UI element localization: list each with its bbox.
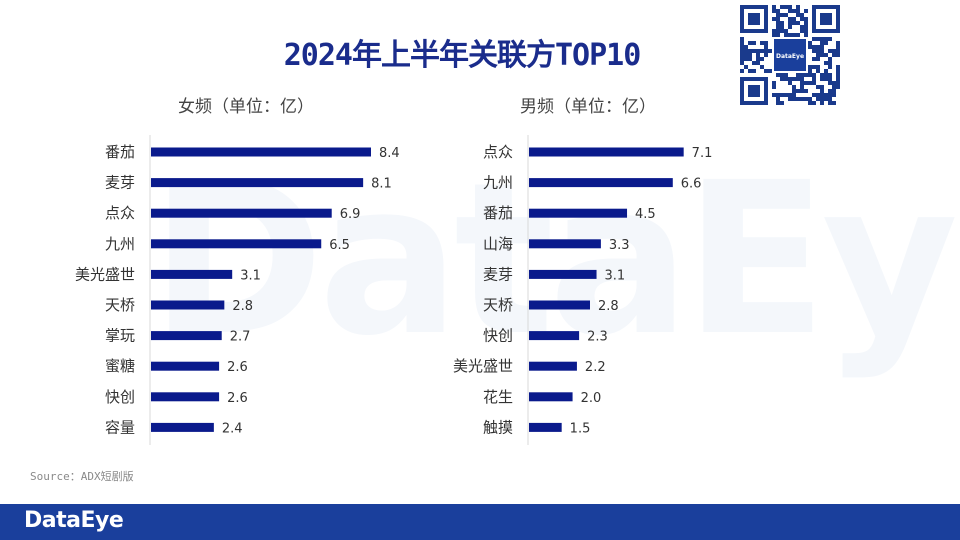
male-bar [529,331,580,341]
male-bar [529,147,684,157]
female-category-label: 点众 [105,204,135,222]
male-category-label: 九州 [483,174,513,192]
female-bar [151,178,364,188]
female-category-label: 掌玩 [105,327,135,345]
watermark-logo: DataEye [150,137,960,382]
male-value-label: 2.8 [598,299,619,314]
female-value-label: 2.7 [230,330,251,345]
male-value-label: 2.3 [587,330,608,345]
page-title: 2024年上半年关联方TOP10 [283,38,642,73]
qr-code: DataEye [740,5,840,105]
female-bar [151,422,214,432]
female-category-label: 容量 [105,418,135,436]
qr-code-image: DataEye [740,5,840,105]
female-bar [151,239,322,249]
female-chart-title: 女频（单位：亿） [178,97,314,117]
male-category-label: 快创 [483,327,513,345]
qr-finder-pattern [740,77,768,105]
female-category-label: 麦芽 [105,174,135,192]
male-bar [529,208,628,218]
male-value-label: 4.5 [635,207,656,222]
source-note: Source：ADX短剧版 [30,470,134,483]
footer-logo: DataEye [24,508,124,533]
male-category-label: 麦芽 [483,265,513,283]
qr-pattern [740,5,840,105]
male-bar [529,422,562,432]
male-value-label: 7.1 [692,146,713,161]
female-value-label: 2.4 [222,421,243,436]
male-value-label: 3.3 [609,238,630,253]
female-category-label: 美光盛世 [75,265,135,283]
male-value-label: 1.5 [570,421,591,436]
female-category-label: 九州 [105,235,135,253]
female-category-label: 蜜糖 [105,357,135,375]
male-category-label: 触摸 [483,418,513,436]
male-bar [529,361,577,371]
female-bar [151,361,220,371]
male-bar [529,300,590,310]
male-category-label: 山海 [483,235,513,253]
male-bar [529,178,673,188]
male-category-label: 点众 [483,143,513,161]
female-bar [151,269,233,279]
female-value-label: 3.1 [240,268,261,283]
male-bar [529,269,597,279]
female-value-label: 8.1 [371,177,392,192]
female-bar [151,331,222,341]
female-value-label: 2.6 [227,391,248,406]
female-bar [151,300,225,310]
female-value-label: 2.8 [232,299,253,314]
female-bar [151,147,371,157]
female-value-label: 8.4 [379,146,400,161]
female-category-label: 番茄 [105,143,135,161]
footer-bar: DataEye [0,504,960,540]
male-value-label: 2.2 [585,360,606,375]
male-bar [529,392,573,402]
male-category-label: 花生 [483,388,513,406]
female-value-label: 6.5 [329,238,350,253]
female-value-label: 6.9 [340,207,361,222]
male-category-label: 美光盛世 [453,357,513,375]
male-bar [529,239,601,249]
female-category-label: 快创 [105,388,135,406]
female-category-label: 天桥 [105,296,135,314]
male-bar-chart: 点众 7.1 九州 6.6 番茄 4.5 山海 3.3 麦芽 3.1 天桥 2.8 快创 2.3 美光盛世 2… [453,135,713,445]
qr-finder-pattern [812,5,840,33]
male-category-label: 天桥 [483,296,513,314]
male-value-label: 6.6 [681,177,702,192]
qr-finder-pattern [740,5,768,33]
male-chart-title: 男频（单位：亿） [520,97,656,117]
female-bar [151,208,332,218]
male-value-label: 3.1 [605,268,626,283]
qr-center-logo [774,39,806,71]
female-bar [151,392,220,402]
qr-center-label: DataEye [776,53,804,60]
male-value-label: 2.0 [581,391,602,406]
male-category-label: 番茄 [483,204,513,222]
female-value-label: 2.6 [227,360,248,375]
female-bar-chart: 番茄 8.4 麦芽 8.1 点众 6.9 九州 6.5 美光盛世 3.1 天桥 2.8 掌玩 2.7 蜜糖 2… [75,135,400,445]
